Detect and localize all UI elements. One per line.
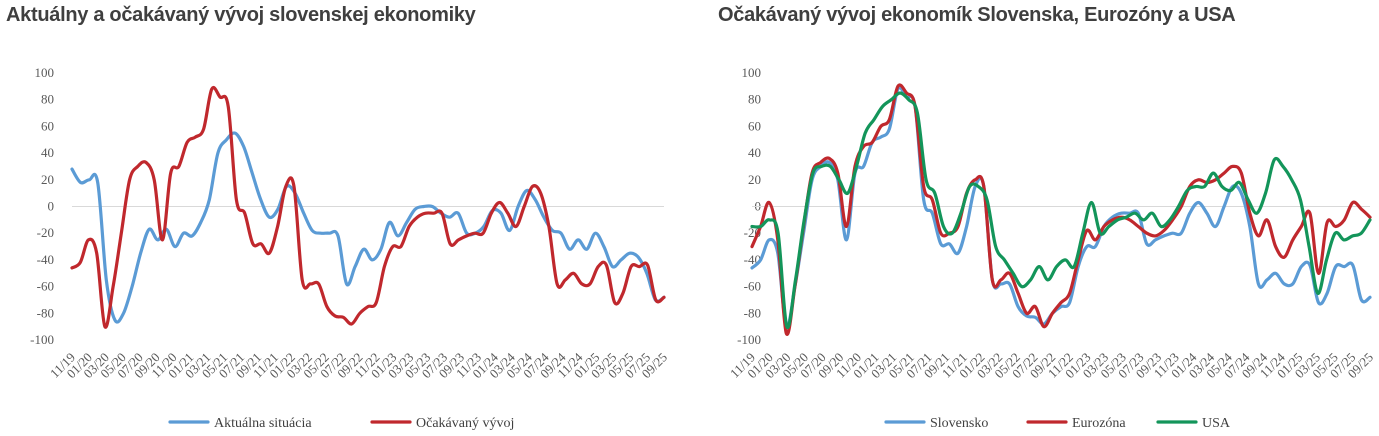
- y-tick-label: 20: [41, 172, 54, 187]
- y-tick-label: 40: [41, 145, 54, 160]
- legend-label: Eurozóna: [1072, 416, 1126, 431]
- y-tick-label: 40: [748, 145, 761, 160]
- chart-panel-right: Očakávaný vývoj ekonomík Slovenska, Euro…: [690, 0, 1379, 436]
- legend-label: Slovensko: [930, 416, 988, 431]
- y-tick-label: 80: [41, 92, 54, 107]
- y-tick-label: 100: [35, 65, 55, 80]
- y-tick-label: 100: [742, 65, 762, 80]
- series-line-2: [70, 86, 666, 329]
- y-tick-label: -80: [37, 305, 54, 320]
- legend-label: Aktuálna situácia: [214, 416, 312, 431]
- y-tick-label: -40: [37, 252, 54, 267]
- y-tick-label: 0: [48, 199, 55, 214]
- y-tick-label: 60: [41, 118, 54, 133]
- y-tick-label: -100: [30, 332, 54, 347]
- series-line-3: [750, 91, 1372, 330]
- chart-panel-left: Aktuálny a očakávaný vývoj slovenskej ek…: [6, 4, 670, 431]
- y-tick-label: 80: [748, 92, 761, 107]
- y-tick-label: -80: [744, 305, 761, 320]
- y-tick-label: 60: [748, 118, 761, 133]
- legend-label: Očakávaný vývoj: [416, 416, 514, 431]
- series-line-1: [750, 86, 1372, 329]
- y-tick-label: -100: [737, 332, 761, 347]
- chart-title-left: Aktuálny a očakávaný vývoj slovenskej ek…: [6, 4, 476, 26]
- y-tick-label: -20: [37, 225, 54, 240]
- chart-left: 100806040200-20-40-60-80-10011/1901/2003…: [30, 65, 670, 431]
- chart-title-right: Očakávaný vývoj ekonomík Slovenska, Euro…: [718, 4, 1236, 26]
- y-tick-label: -60: [37, 279, 54, 294]
- legend-label: USA: [1202, 416, 1231, 431]
- series-line-2: [750, 83, 1372, 336]
- y-tick-label: -60: [744, 279, 761, 294]
- y-tick-label: 20: [748, 172, 761, 187]
- series-line-1: [70, 131, 666, 324]
- chart-right: 100806040200-20-40-60-80-10011/1901/2003…: [727, 65, 1376, 431]
